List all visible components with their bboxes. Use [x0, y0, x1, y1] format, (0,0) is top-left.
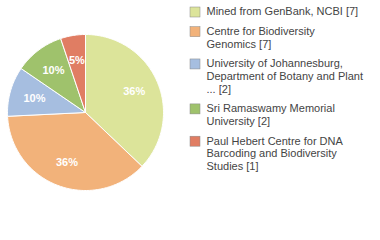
svg-text:Mined from GenBank, NCBI [7]: Mined from GenBank, NCBI [7] [207, 5, 359, 17]
svg-text:Centre for BiodiversityGenomic: Centre for BiodiversityGenomics [7] [207, 25, 316, 50]
svg-text:10%: 10% [42, 64, 64, 76]
svg-text:University of Johannesburg,Dep: University of Johannesburg,Department of… [207, 57, 364, 94]
svg-text:36%: 36% [123, 85, 145, 97]
svg-text:Sri Ramaswamy MemorialUniversi: Sri Ramaswamy MemorialUniversity [2] [207, 102, 335, 127]
svg-text:10%: 10% [23, 92, 45, 104]
svg-text:Paul Hebert Centre for DNABarc: Paul Hebert Centre for DNABarcoding and … [207, 135, 344, 172]
svg-text:5%: 5% [69, 54, 85, 66]
svg-text:36%: 36% [56, 156, 78, 168]
